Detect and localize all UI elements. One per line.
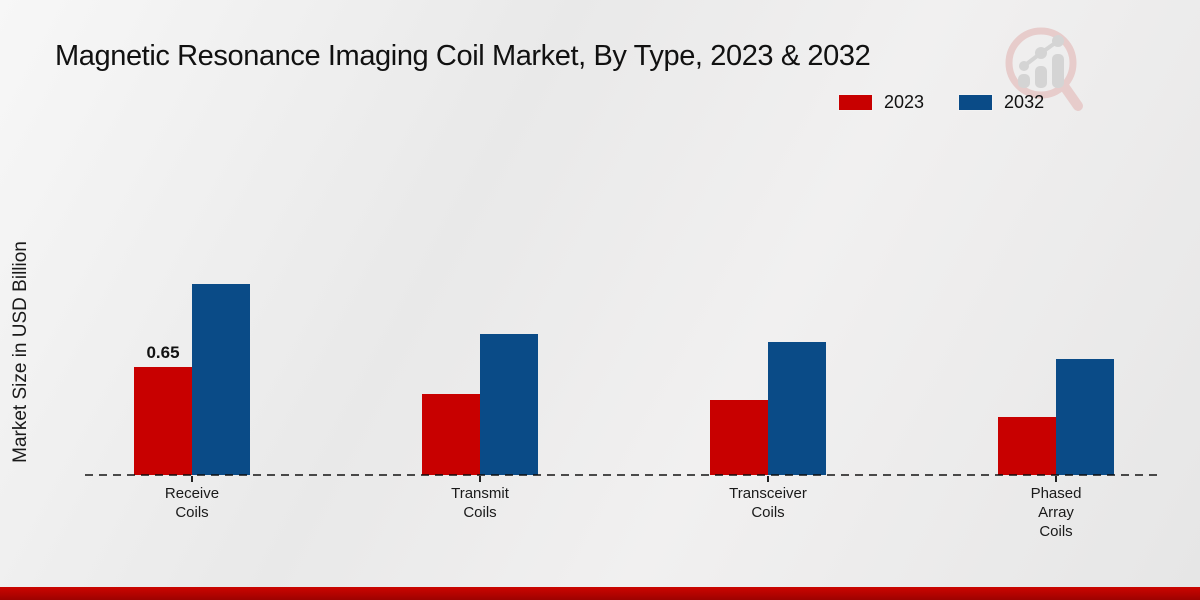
legend-label-2032: 2032	[1004, 92, 1045, 112]
bar-2032-receive-coils	[192, 284, 250, 475]
x-category-label-receive-coils: Receive Coils	[164, 485, 220, 521]
bar-2032-transceiver-coils	[768, 342, 826, 475]
legend-item-2032: 2032	[958, 92, 1044, 113]
bar-2023-receive-coils	[134, 367, 192, 475]
footer-bar	[0, 587, 1200, 600]
legend-swatch-2032	[958, 94, 994, 111]
legend: 2023 2032	[838, 92, 1044, 113]
bar-2023-transmit-coils	[422, 394, 480, 475]
legend-swatch-2023	[838, 94, 873, 111]
x-axis-tick	[191, 476, 193, 482]
x-axis-baseline	[85, 474, 1163, 476]
bar-2032-transmit-coils	[480, 334, 538, 475]
x-axis-tick	[1055, 476, 1057, 482]
x-axis-tick	[767, 476, 769, 482]
bar-2023-transceiver-coils	[710, 400, 768, 475]
bar-2023-phased-array-coils	[998, 417, 1056, 475]
legend-item-2023: 2023	[838, 92, 924, 113]
x-category-label-transmit-coils: Transmit Coils	[451, 485, 509, 521]
magnifier-bar-chart-logo-icon	[1005, 27, 1083, 111]
legend-label-2023: 2023	[884, 92, 925, 112]
chart-title: Magnetic Resonance Imaging Coil Market, …	[55, 40, 871, 72]
x-category-label-transceiver-coils: Transceiver Coils	[729, 485, 807, 521]
data-label-2023-receive-coils: 0.65	[146, 343, 180, 362]
bar-2032-phased-array-coils	[1056, 359, 1114, 475]
x-axis-tick	[479, 476, 481, 482]
x-category-label-phased-array-coils: Phased Array Coils	[1030, 485, 1082, 540]
